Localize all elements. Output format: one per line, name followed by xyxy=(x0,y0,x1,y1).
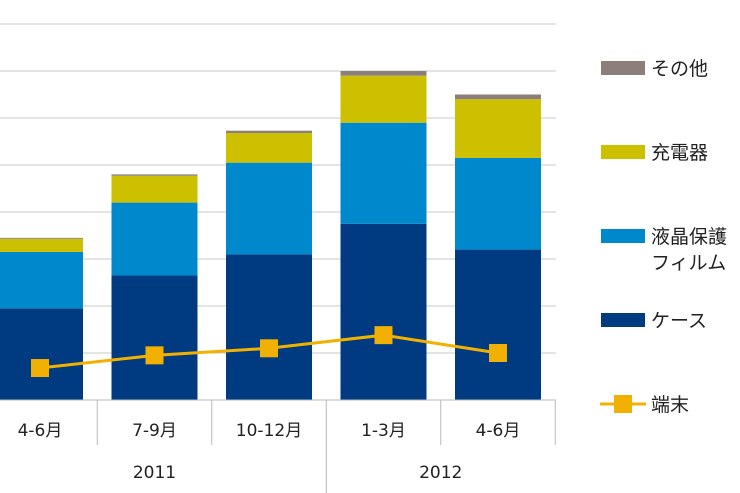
legend-swatch xyxy=(601,145,645,159)
legend-label: 液晶保護フィルム xyxy=(651,226,727,274)
x-group-label: 2012 xyxy=(419,463,462,483)
bar-segment xyxy=(226,254,312,400)
legend-swatch xyxy=(601,61,645,75)
bars xyxy=(0,71,541,400)
line-point xyxy=(260,339,278,358)
bar-segment xyxy=(0,238,83,252)
bar-segment xyxy=(226,133,312,163)
bar-segment xyxy=(340,75,427,123)
x-tick-label: 4-6月 xyxy=(476,421,521,441)
line-point xyxy=(145,346,164,365)
bar-segment xyxy=(340,122,427,224)
x-tick-label: 1-3月 xyxy=(361,421,406,441)
line-point xyxy=(31,359,49,378)
x-tick-label: 7-9月 xyxy=(132,421,177,441)
line-point xyxy=(489,344,507,362)
legend-marker xyxy=(614,395,632,413)
line-point xyxy=(374,326,393,345)
bar-segment xyxy=(455,249,541,400)
legend-label: その他 xyxy=(651,58,708,80)
bar-segment xyxy=(226,130,312,134)
legend-swatch xyxy=(601,313,645,327)
bar-segment xyxy=(0,308,83,400)
bar-segment xyxy=(340,223,427,400)
x-tick-label: 4-6月 xyxy=(18,421,63,441)
x-tick-label: 10-12月 xyxy=(236,421,302,441)
bar-segment xyxy=(455,99,541,158)
line-series xyxy=(31,326,507,378)
x-group-label: 2011 xyxy=(133,463,176,483)
bar-segment xyxy=(340,71,427,76)
x-axis: 4-6月 7-9月 10-12月 1-3月 4-6月 2011 2012 xyxy=(0,399,556,493)
bar-segment xyxy=(111,174,198,176)
legend-swatch xyxy=(601,229,645,243)
bar-segment xyxy=(455,94,541,100)
legend-label: ケース xyxy=(651,310,707,332)
bar-segment xyxy=(0,237,83,239)
bar-segment xyxy=(455,157,541,250)
legend-label: 充電器 xyxy=(651,142,708,164)
bar-segment xyxy=(111,175,198,203)
legend-label: 端末 xyxy=(651,394,689,416)
bar-segment xyxy=(0,251,83,309)
bar-segment xyxy=(111,202,198,276)
bar-segment xyxy=(111,275,198,400)
bar-segment xyxy=(226,162,312,255)
